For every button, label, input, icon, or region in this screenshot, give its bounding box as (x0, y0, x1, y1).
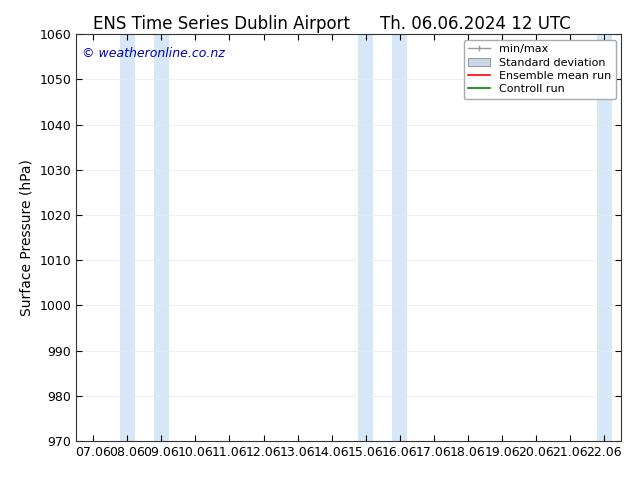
Bar (392, 34, 408, 441)
Text: ENS Time Series Dublin Airport: ENS Time Series Dublin Airport (93, 15, 351, 33)
Bar (597, 34, 612, 441)
Text: Th. 06.06.2024 12 UTC: Th. 06.06.2024 12 UTC (380, 15, 571, 33)
Text: © weatheronline.co.nz: © weatheronline.co.nz (82, 47, 224, 59)
Bar (358, 34, 373, 441)
Bar (153, 34, 169, 441)
Bar (120, 34, 135, 441)
Legend: min/max, Standard deviation, Ensemble mean run, Controll run: min/max, Standard deviation, Ensemble me… (463, 40, 616, 99)
Y-axis label: Surface Pressure (hPa): Surface Pressure (hPa) (20, 159, 34, 316)
